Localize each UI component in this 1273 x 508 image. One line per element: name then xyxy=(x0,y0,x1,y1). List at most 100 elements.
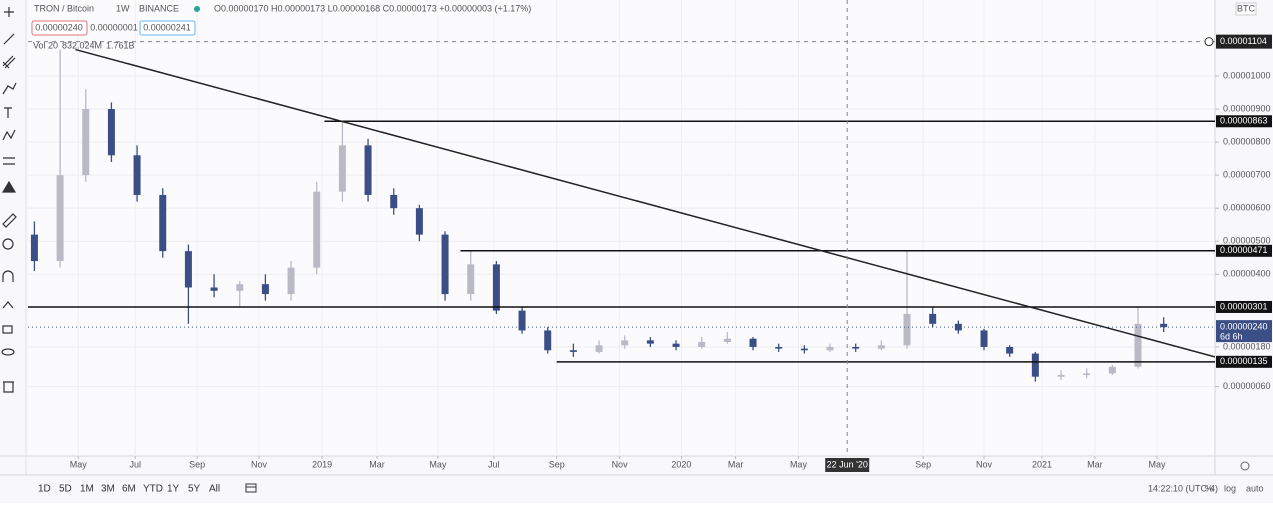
candle-body xyxy=(30,234,38,262)
status-dot xyxy=(194,6,200,12)
fib-tool[interactable] xyxy=(2,55,16,69)
x-tick-label: May xyxy=(790,459,808,469)
candle-body xyxy=(159,194,167,252)
draw-mode-tool[interactable] xyxy=(2,301,14,309)
level-price-label: 0.00000301 xyxy=(1220,301,1268,311)
zoom-tool[interactable] xyxy=(2,238,14,250)
magnet-tool[interactable] xyxy=(2,270,14,282)
candle-body xyxy=(287,267,295,295)
x-tick-label: Mar xyxy=(728,459,744,469)
lock-tool[interactable] xyxy=(2,325,13,334)
sell-box[interactable] xyxy=(31,20,88,36)
last-price-tag xyxy=(1216,320,1272,343)
y-tick-label: 0.00000180 xyxy=(1223,341,1271,351)
pattern-tool-2[interactable] xyxy=(2,129,16,141)
crosshair-tool[interactable] xyxy=(4,7,14,17)
prediction-tool[interactable] xyxy=(3,157,15,165)
range-button[interactable]: 1M xyxy=(80,484,94,495)
candle-body xyxy=(467,264,475,295)
x-tick-label: Nov xyxy=(976,459,993,469)
text-tool[interactable] xyxy=(4,107,12,118)
crosshair-x-tag xyxy=(825,458,870,472)
candle-body xyxy=(595,345,603,352)
candle-body xyxy=(775,346,783,349)
candle-body xyxy=(852,346,860,349)
auto-toggle[interactable]: auto xyxy=(1246,483,1264,493)
level-price-label: 0.00000863 xyxy=(1220,116,1268,126)
y-tick-label: 0.00000060 xyxy=(1223,381,1271,391)
range-button[interactable]: 1Y xyxy=(167,484,180,495)
y-tick-label: 0.00000900 xyxy=(1223,103,1271,113)
buy-box[interactable] xyxy=(139,20,196,36)
candle-body xyxy=(1057,375,1065,377)
buy-price: 0.00000241 xyxy=(143,22,191,32)
candle-body xyxy=(133,155,141,195)
x-tick-label: Jul xyxy=(130,459,142,469)
candle-body xyxy=(544,330,552,351)
range-button[interactable]: 5Y xyxy=(188,484,201,495)
y-tick-label: 0.00000400 xyxy=(1223,269,1271,279)
candle-body xyxy=(441,234,449,295)
x-tick-label: Mar xyxy=(1087,459,1103,469)
candle-body xyxy=(1108,366,1116,374)
hide-tool[interactable] xyxy=(1,348,15,356)
crosshair-plus[interactable] xyxy=(1204,37,1214,47)
candle-body xyxy=(1134,323,1142,367)
volume-b: 1.761B xyxy=(106,40,135,50)
pattern-tool[interactable] xyxy=(2,82,17,95)
candle-body xyxy=(954,323,962,331)
warning-tool[interactable] xyxy=(1,180,17,193)
candle-body xyxy=(184,251,192,288)
footer: 14:22:10 (UTC-4) % log auto 1D 5D 1M 3M 6M YT… xyxy=(38,461,1264,495)
range-button[interactable]: 5D xyxy=(59,484,72,495)
y-tick-label: 0.00000800 xyxy=(1223,136,1271,146)
percent-toggle[interactable]: % xyxy=(1205,483,1213,493)
trend-line[interactable] xyxy=(75,48,1215,358)
candle-body xyxy=(518,310,526,331)
candle-body xyxy=(698,342,706,347)
candle-body xyxy=(82,109,90,176)
x-tick-label: Jul xyxy=(488,459,500,469)
level-price-tag xyxy=(1216,300,1272,313)
level-price-label: 0.00000135 xyxy=(1220,356,1268,366)
interval: 1W xyxy=(116,3,130,13)
crosshair-y-tag xyxy=(1216,34,1272,49)
range-button[interactable]: 1D xyxy=(38,484,51,495)
crosshair-y-label: 0.00001104 xyxy=(1220,36,1267,46)
sell-price: 0.00000240 xyxy=(35,22,83,32)
level-price-tag xyxy=(1216,355,1272,368)
candle-body xyxy=(569,350,577,352)
plot-area xyxy=(28,0,1215,456)
candle-body xyxy=(56,175,64,262)
level-price-tag xyxy=(1216,244,1272,257)
settings-icon[interactable] xyxy=(1240,461,1250,471)
candle-body xyxy=(980,330,988,347)
x-tick-label: Sep xyxy=(915,459,931,469)
x-tick-label: Mar xyxy=(369,459,385,469)
candle-body xyxy=(646,340,654,344)
range-button[interactable]: 6M xyxy=(122,484,136,495)
candle-body xyxy=(364,145,372,195)
remove-tool[interactable] xyxy=(3,381,14,393)
log-toggle[interactable]: log xyxy=(1224,483,1236,493)
x-tick-label: 2019 xyxy=(312,459,332,469)
range-button[interactable]: YTD xyxy=(143,484,163,495)
date-range-icon[interactable] xyxy=(245,483,257,493)
candle-body xyxy=(800,348,808,351)
range-button[interactable]: All xyxy=(209,484,220,495)
candle-body xyxy=(415,208,423,235)
x-tick-label: Sep xyxy=(549,459,565,469)
x-tick-label: May xyxy=(1148,459,1166,469)
candle-body xyxy=(826,346,834,351)
volume-label: Vol 20 xyxy=(33,40,58,50)
currency-box[interactable] xyxy=(1235,2,1257,16)
ruler-tool[interactable] xyxy=(2,213,17,228)
range-button[interactable]: 3M xyxy=(101,484,115,495)
y-tick-label: 0.00001000 xyxy=(1223,70,1271,80)
trend-line-tool[interactable] xyxy=(3,33,15,45)
candle-body xyxy=(1006,346,1014,354)
clock: 14:22:10 (UTC-4) xyxy=(1148,483,1218,493)
candle-body xyxy=(492,264,500,311)
candle-body xyxy=(1160,323,1168,328)
